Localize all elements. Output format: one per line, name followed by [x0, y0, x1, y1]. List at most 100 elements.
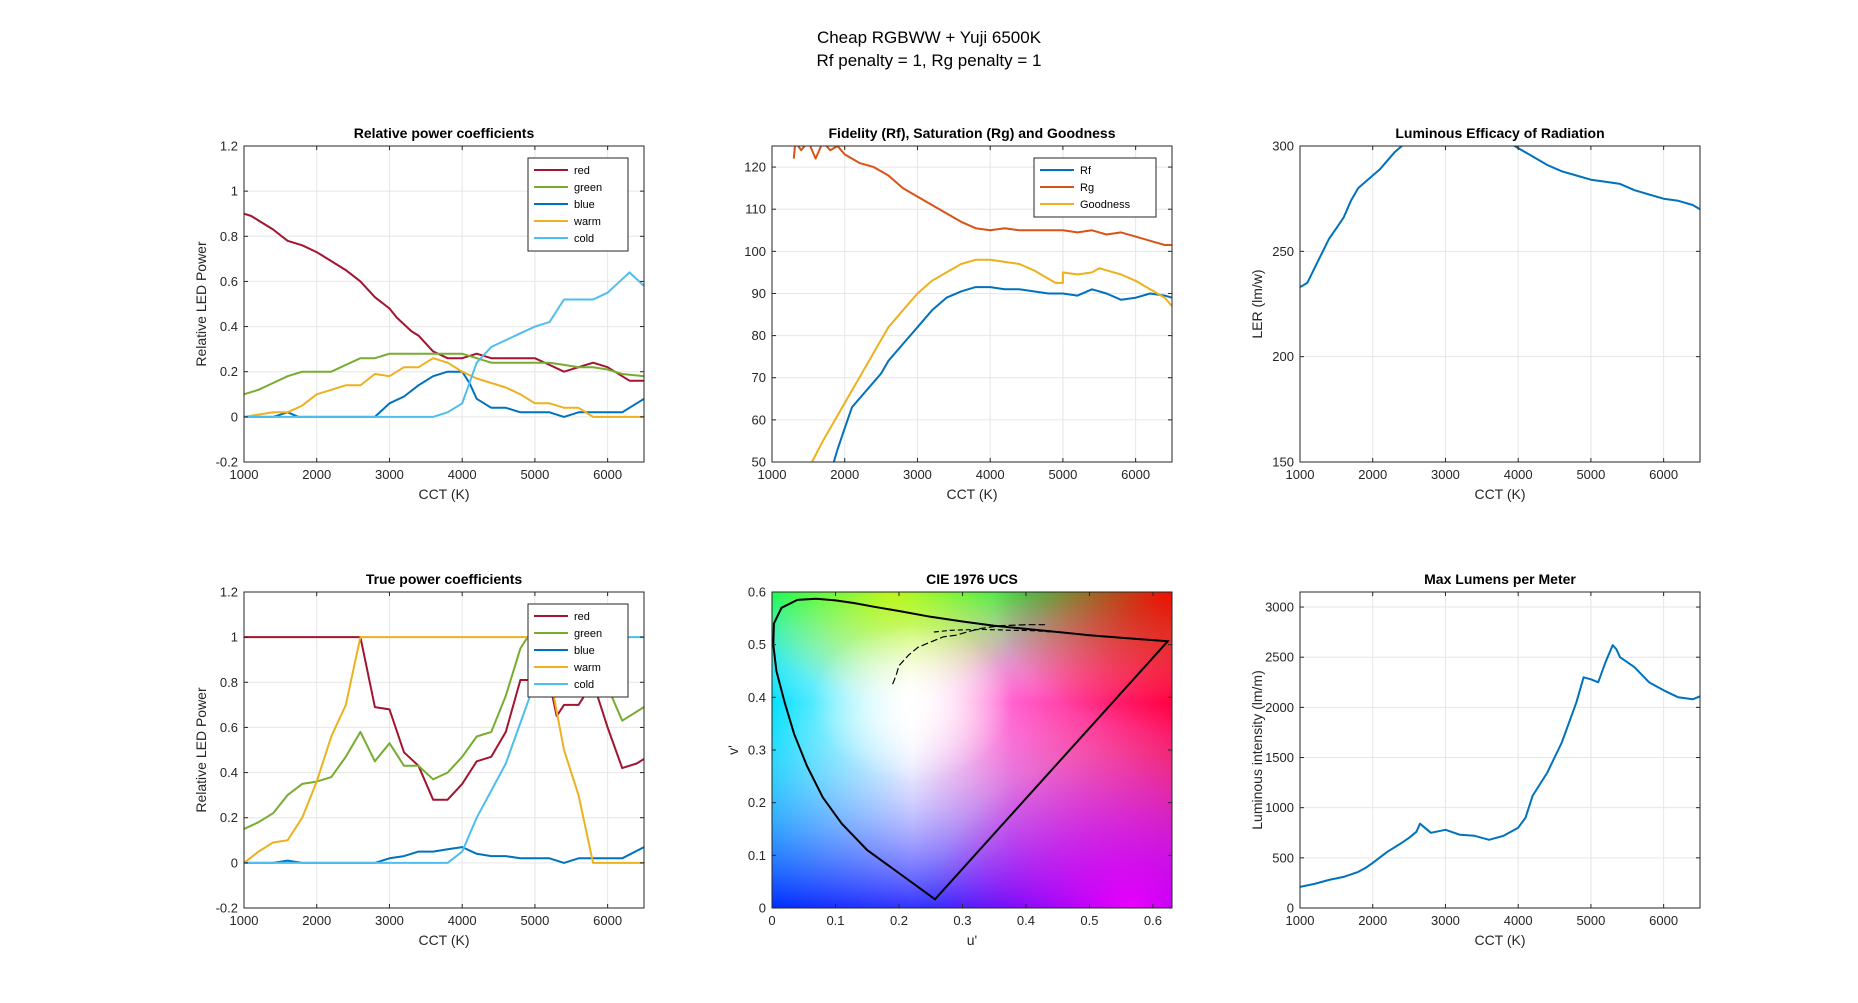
chart-title: Luminous Efficacy of Radiation: [1395, 125, 1604, 141]
legend-label: red: [574, 165, 590, 177]
y-tick-label: 0.6: [220, 274, 238, 289]
series-line-lm/m: [1300, 644, 1700, 888]
legend-label: warm: [573, 216, 601, 228]
x-tick-label: 1000: [758, 467, 787, 482]
axes-box: [243, 145, 645, 463]
y-tick-label: 1: [231, 184, 238, 199]
x-tick-label: 0.1: [826, 913, 844, 928]
y-tick-label: 0.5: [748, 637, 766, 652]
legend-label: blue: [574, 645, 595, 657]
x-tick-label: 5000: [1048, 467, 1077, 482]
x-tick-label: 0: [768, 913, 775, 928]
y-tick-label: 0.4: [220, 765, 238, 780]
y-tick-label: 150: [1272, 455, 1294, 470]
cie-color-background: [772, 592, 1172, 908]
legend: red green blue warm cold: [527, 157, 629, 252]
y-tick-label: 90: [752, 286, 766, 301]
x-tick-label: 5000: [520, 467, 549, 482]
x-tick-label: 3000: [375, 913, 404, 928]
y-tick-label: 100: [744, 244, 766, 259]
x-axis-label: CCT (K): [946, 486, 997, 502]
plot-area: [1300, 146, 1700, 462]
y-tick-label: 0.2: [748, 795, 766, 810]
planckian-locus: [933, 628, 1052, 633]
legend-label: Rg: [1080, 182, 1094, 194]
y-tick-label: 250: [1272, 244, 1294, 259]
y-tick-label: 0.1: [748, 848, 766, 863]
x-tick-label: 4000: [976, 467, 1005, 482]
y-tick-label: 80: [752, 328, 766, 343]
y-axis-label: v': [725, 745, 741, 755]
series-line-warm: [244, 357, 644, 418]
x-tick-label: 2000: [830, 467, 859, 482]
chart-true: 1000 2000 3000 4000 5000 6000 -0.2 0 0.2 0.4 0.6 0.…: [193, 571, 645, 948]
legend-label: cold: [574, 679, 594, 691]
y-tick-label: 0: [231, 855, 238, 870]
y-tick-label: 2500: [1265, 650, 1294, 665]
x-tick-label: 3000: [903, 467, 932, 482]
y-tick-label: 300: [1272, 139, 1294, 154]
x-tick-label: 5000: [1576, 913, 1605, 928]
series-line-red: [244, 212, 644, 382]
x-tick-label: 3000: [1431, 467, 1460, 482]
x-tick-label: 3000: [375, 467, 404, 482]
y-axis-label: Luminous intensity (lm/m): [1249, 670, 1265, 830]
x-tick-label: 2000: [302, 913, 331, 928]
series-line-warm: [244, 636, 644, 864]
legend-label: red: [574, 611, 590, 623]
legend-label: green: [574, 628, 602, 640]
y-tick-label: 70: [752, 370, 766, 385]
x-tick-label: 6000: [1121, 467, 1150, 482]
y-tick-label: 0.2: [220, 364, 238, 379]
x-tick-label: 4000: [1504, 467, 1533, 482]
chart-rel: 1000 2000 3000 4000 5000 6000 -0.2 0 0.2 0.4 0.6 0.…: [193, 125, 645, 502]
legend: red green blue warm cold: [527, 603, 629, 698]
x-tick-label: 6000: [1649, 913, 1678, 928]
chart-title: Max Lumens per Meter: [1424, 571, 1576, 587]
figure-title-line1: Cheap RGBWW + Yuji 6500K: [816, 28, 1042, 47]
legend-label: cold: [574, 233, 594, 245]
x-tick-label: 0.5: [1080, 913, 1098, 928]
axes-box: [243, 591, 645, 909]
y-tick-label: 0.4: [220, 319, 238, 334]
x-tick-label: 2000: [1358, 467, 1387, 482]
x-tick-label: 0.2: [890, 913, 908, 928]
axes-box: [1299, 591, 1701, 909]
chart-title: Fidelity (Rf), Saturation (Rg) and Goodn…: [829, 125, 1116, 141]
y-tick-label: 110: [745, 202, 766, 217]
x-tick-label: 4000: [1504, 913, 1533, 928]
y-tick-label: 0.6: [220, 720, 238, 735]
y-tick-label: 500: [1272, 850, 1294, 865]
x-tick-label: 6000: [593, 467, 622, 482]
legend-label: blue: [574, 199, 595, 211]
legend-label: Goodness: [1080, 199, 1131, 211]
y-tick-label: 0: [1287, 901, 1294, 916]
chart-lum: 1000 2000 3000 4000 5000 6000 0 500 1000 1500 2000…: [1249, 571, 1701, 948]
x-axis-label: CCT (K): [418, 932, 469, 948]
x-tick-label: 2000: [302, 467, 331, 482]
y-tick-label: 200: [1272, 349, 1294, 364]
y-tick-label: 3000: [1265, 600, 1294, 615]
x-tick-label: 1000: [1286, 467, 1315, 482]
series-line-rg: [792, 146, 1172, 246]
axes-box: [1299, 145, 1701, 463]
y-tick-label: 0.4: [748, 690, 766, 705]
legend: Rf Rg Goodness: [1033, 157, 1157, 218]
x-tick-label: 1000: [1286, 913, 1315, 928]
y-tick-label: 0: [231, 409, 238, 424]
x-tick-label: 0.4: [1017, 913, 1035, 928]
y-tick-label: 0.3: [748, 743, 766, 758]
legend-label: warm: [573, 662, 601, 674]
chart-title: True power coefficients: [366, 571, 523, 587]
x-axis-label: CCT (K): [1474, 486, 1525, 502]
y-tick-label: 60: [752, 412, 766, 427]
y-tick-label: 1000: [1265, 800, 1294, 815]
chart-cie: 0 0.1 0.2 0.3 0.4 0.5 0.6 0 0.1 0.2 0.3 0.4 0.5 0.6 CI…: [725, 571, 1173, 948]
x-tick-label: 3000: [1431, 913, 1460, 928]
y-tick-label: 1.2: [220, 585, 238, 600]
plot-area: [1300, 592, 1700, 908]
x-axis-label: CCT (K): [418, 486, 469, 502]
x-axis-label: u': [967, 932, 977, 948]
y-tick-label: 1500: [1265, 750, 1294, 765]
y-tick-label: 0.8: [220, 675, 238, 690]
